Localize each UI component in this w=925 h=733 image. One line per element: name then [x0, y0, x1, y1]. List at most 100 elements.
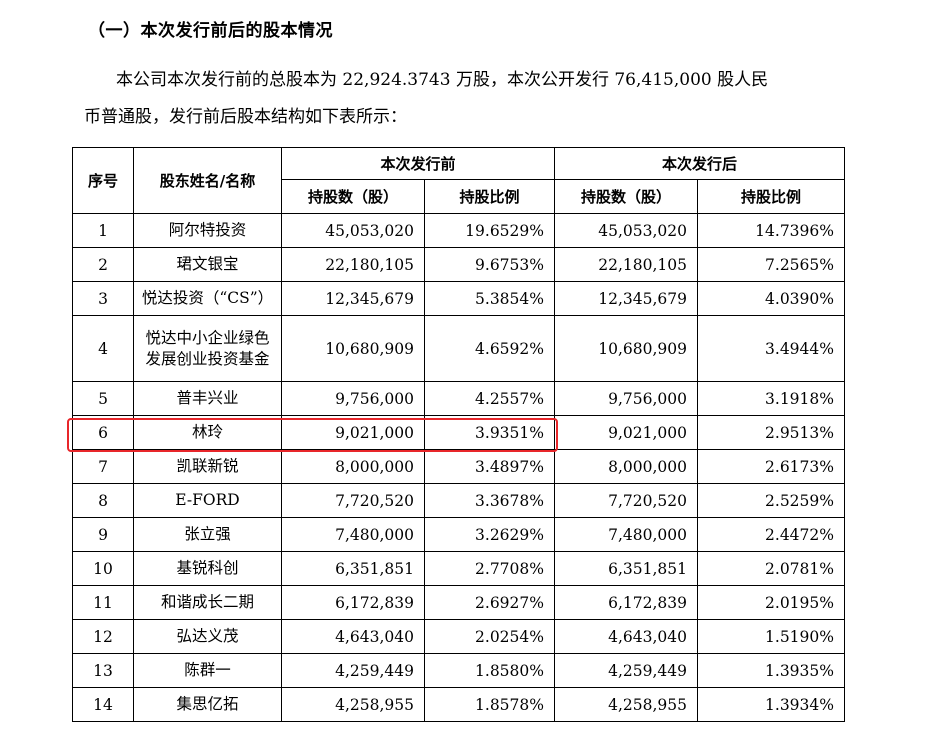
cell-seq: 4	[72, 315, 134, 382]
cell-seq: 10	[72, 551, 134, 586]
cell-before-ratio: 4.2557%	[424, 381, 555, 416]
table-row: 11 和谐成长二期 6,172,839 2.6927% 6,172,839 2.0195%	[72, 585, 845, 620]
table-row: 14 集思亿拓 4,258,955 1.8578% 4,258,955 1.3934%	[72, 687, 845, 722]
table-row: 4 悦达中小企业绿色发展创业投资基金 10,680,909 4.6592% 10,680…	[72, 315, 845, 382]
cell-seq: 2	[72, 247, 134, 282]
intro-paragraph: 本公司本次发行前的总股本为 22,924.3743 万股，本次公开发行 76,4…	[84, 62, 844, 136]
cell-before-shares: 4,259,449	[281, 653, 425, 688]
cell-name: 和谐成长二期	[133, 585, 282, 620]
cell-after-shares: 7,720,520	[554, 483, 698, 518]
share-structure-table: 序号 股东姓名/名称 本次发行前 本次发行后 持股数（股） 持股比例 持股数（股…	[72, 147, 845, 722]
cell-before-ratio: 9.6753%	[424, 247, 555, 282]
table-row: 2 珺文银宝 22,180,105 9.6753% 22,180,105 7.2565%	[72, 247, 845, 282]
cell-seq: 5	[72, 381, 134, 416]
cell-after-ratio: 2.5259%	[697, 483, 845, 518]
cell-after-shares: 10,680,909	[554, 315, 698, 382]
cell-before-shares: 8,000,000	[281, 449, 425, 484]
cell-before-shares: 9,021,000	[281, 415, 425, 450]
cell-after-ratio: 1.3935%	[697, 653, 845, 688]
header-before-shares: 持股数（股）	[281, 179, 425, 214]
cell-seq: 6	[72, 415, 134, 450]
table-row: 1 阿尔特投资 45,053,020 19.6529% 45,053,020 14.739…	[72, 213, 845, 248]
cell-seq: 3	[72, 281, 134, 316]
cell-seq: 11	[72, 585, 134, 620]
cell-after-ratio: 7.2565%	[697, 247, 845, 282]
cell-name: 张立强	[133, 517, 282, 552]
cell-before-shares: 4,258,955	[281, 687, 425, 722]
cell-before-ratio: 3.4897%	[424, 449, 555, 484]
cell-before-shares: 6,172,839	[281, 585, 425, 620]
paragraph-line-1: 本公司本次发行前的总股本为 22,924.3743 万股，本次公开发行 76,4…	[116, 70, 769, 90]
cell-before-shares: 12,345,679	[281, 281, 425, 316]
cell-before-ratio: 3.9351%	[424, 415, 555, 450]
header-after-ratio: 持股比例	[697, 179, 845, 214]
header-seq: 序号	[72, 147, 134, 214]
cell-before-shares: 22,180,105	[281, 247, 425, 282]
cell-after-ratio: 3.4944%	[697, 315, 845, 382]
cell-after-ratio: 14.7396%	[697, 213, 845, 248]
cell-seq: 13	[72, 653, 134, 688]
cell-name: 林玲	[133, 415, 282, 450]
cell-seq: 12	[72, 619, 134, 654]
cell-seq: 9	[72, 517, 134, 552]
cell-before-ratio: 2.0254%	[424, 619, 555, 654]
cell-after-ratio: 2.0781%	[697, 551, 845, 586]
cell-after-ratio: 2.9513%	[697, 415, 845, 450]
cell-seq: 14	[72, 687, 134, 722]
cell-after-shares: 12,345,679	[554, 281, 698, 316]
table-row: 9 张立强 7,480,000 3.2629% 7,480,000 2.4472%	[72, 517, 845, 552]
cell-before-ratio: 2.7708%	[424, 551, 555, 586]
cell-name: 悦达投资（“CS”）	[133, 281, 282, 316]
cell-after-ratio: 1.3934%	[697, 687, 845, 722]
cell-before-ratio: 5.3854%	[424, 281, 555, 316]
cell-before-shares: 45,053,020	[281, 213, 425, 248]
cell-before-ratio: 4.6592%	[424, 315, 555, 382]
cell-after-shares: 6,351,851	[554, 551, 698, 586]
cell-after-shares: 45,053,020	[554, 213, 698, 248]
cell-after-ratio: 2.0195%	[697, 585, 845, 620]
cell-name: 弘达义茂	[133, 619, 282, 654]
cell-before-ratio: 3.2629%	[424, 517, 555, 552]
cell-after-shares: 9,021,000	[554, 415, 698, 450]
cell-after-shares: 4,259,449	[554, 653, 698, 688]
header-after-shares: 持股数（股）	[554, 179, 698, 214]
cell-name: 珺文银宝	[133, 247, 282, 282]
cell-name: 阿尔特投资	[133, 213, 282, 248]
cell-after-shares: 8,000,000	[554, 449, 698, 484]
cell-before-ratio: 2.6927%	[424, 585, 555, 620]
cell-after-shares: 22,180,105	[554, 247, 698, 282]
table-row: 5 普丰兴业 9,756,000 4.2557% 9,756,000 3.1918%	[72, 381, 845, 416]
cell-name: 普丰兴业	[133, 381, 282, 416]
cell-name: 悦达中小企业绿色发展创业投资基金	[133, 315, 282, 382]
header-before-ratio: 持股比例	[424, 179, 555, 214]
table-body: 1 阿尔特投资 45,053,020 19.6529% 45,053,020 14.739…	[72, 213, 845, 722]
cell-after-ratio: 3.1918%	[697, 381, 845, 416]
cell-name: 基锐科创	[133, 551, 282, 586]
cell-before-ratio: 3.3678%	[424, 483, 555, 518]
table-row: 7 凯联新锐 8,000,000 3.4897% 8,000,000 2.6173%	[72, 449, 845, 484]
cell-after-ratio: 2.6173%	[697, 449, 845, 484]
cell-after-shares: 7,480,000	[554, 517, 698, 552]
table-row: 10 基锐科创 6,351,851 2.7708% 6,351,851 2.0781%	[72, 551, 845, 586]
cell-before-shares: 9,756,000	[281, 381, 425, 416]
cell-seq: 8	[72, 483, 134, 518]
cell-after-shares: 9,756,000	[554, 381, 698, 416]
cell-name: 集思亿拓	[133, 687, 282, 722]
cell-before-shares: 6,351,851	[281, 551, 425, 586]
cell-after-ratio: 1.5190%	[697, 619, 845, 654]
cell-name: E-FORD	[133, 483, 282, 518]
cell-name: 凯联新锐	[133, 449, 282, 484]
table-row: 12 弘达义茂 4,643,040 2.0254% 4,643,040 1.5190%	[72, 619, 845, 654]
table-row: 8 E-FORD 7,720,520 3.3678% 7,720,520 2.5259%	[72, 483, 845, 518]
cell-after-shares: 6,172,839	[554, 585, 698, 620]
table-row: 6 林玲 9,021,000 3.9351% 9,021,000 2.9513%	[72, 415, 845, 450]
cell-before-ratio: 1.8580%	[424, 653, 555, 688]
cell-before-shares: 10,680,909	[281, 315, 425, 382]
cell-seq: 1	[72, 213, 134, 248]
cell-name: 陈群一	[133, 653, 282, 688]
cell-after-ratio: 2.4472%	[697, 517, 845, 552]
table-row: 13 陈群一 4,259,449 1.8580% 4,259,449 1.3935%	[72, 653, 845, 688]
cell-before-shares: 7,720,520	[281, 483, 425, 518]
cell-seq: 7	[72, 449, 134, 484]
header-before: 本次发行前	[281, 147, 555, 180]
